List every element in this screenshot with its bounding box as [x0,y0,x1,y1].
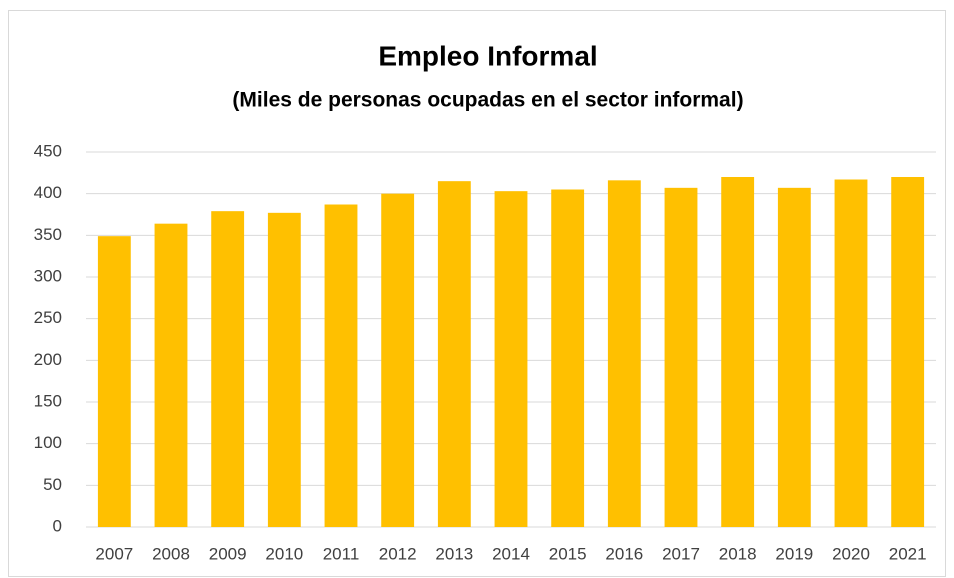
x-tick-label: 2011 [323,544,360,563]
y-tick-label: 0 [53,516,62,535]
bar [834,179,868,527]
x-tick-label: 2015 [549,544,587,563]
x-tick-label: 2018 [719,544,757,563]
y-tick-label: 400 [34,183,62,202]
x-tick-label: 2008 [152,544,190,563]
bar [721,177,755,527]
chart-subtitle: (Miles de personas ocupadas en el sector… [232,89,743,112]
bar [97,236,131,527]
bar [891,177,925,527]
bar [664,187,698,528]
x-tick-label: 2007 [95,544,133,563]
bar [154,223,188,527]
y-tick-label: 300 [34,266,62,285]
x-tick-label: 2020 [832,544,870,563]
x-tick-label: 2009 [209,544,247,563]
x-tick-label: 2019 [775,544,813,563]
y-tick-label: 50 [43,475,62,494]
bar [607,180,641,528]
chart-title: Empleo Informal [378,40,597,71]
y-tick-label: 450 [34,141,62,160]
x-tick-label: 2013 [435,544,473,563]
bar [777,187,811,528]
bar [381,193,415,527]
bar [494,191,528,527]
y-tick-label: 150 [34,391,62,410]
y-tick-label: 350 [34,225,62,244]
bar [324,204,358,527]
y-tick-label: 100 [34,433,62,452]
x-tick-label: 2017 [662,544,700,563]
bar [267,212,301,528]
x-tick-label: 2012 [379,544,417,563]
x-tick-label: 2016 [605,544,643,563]
y-tick-label: 250 [34,308,62,327]
bar [551,189,585,527]
y-tick-label: 200 [34,350,62,369]
x-tick-label: 2010 [265,544,303,563]
x-tick-label: 2021 [889,544,927,563]
bar [437,181,471,527]
x-tick-label: 2014 [492,544,530,563]
bar [211,211,245,527]
